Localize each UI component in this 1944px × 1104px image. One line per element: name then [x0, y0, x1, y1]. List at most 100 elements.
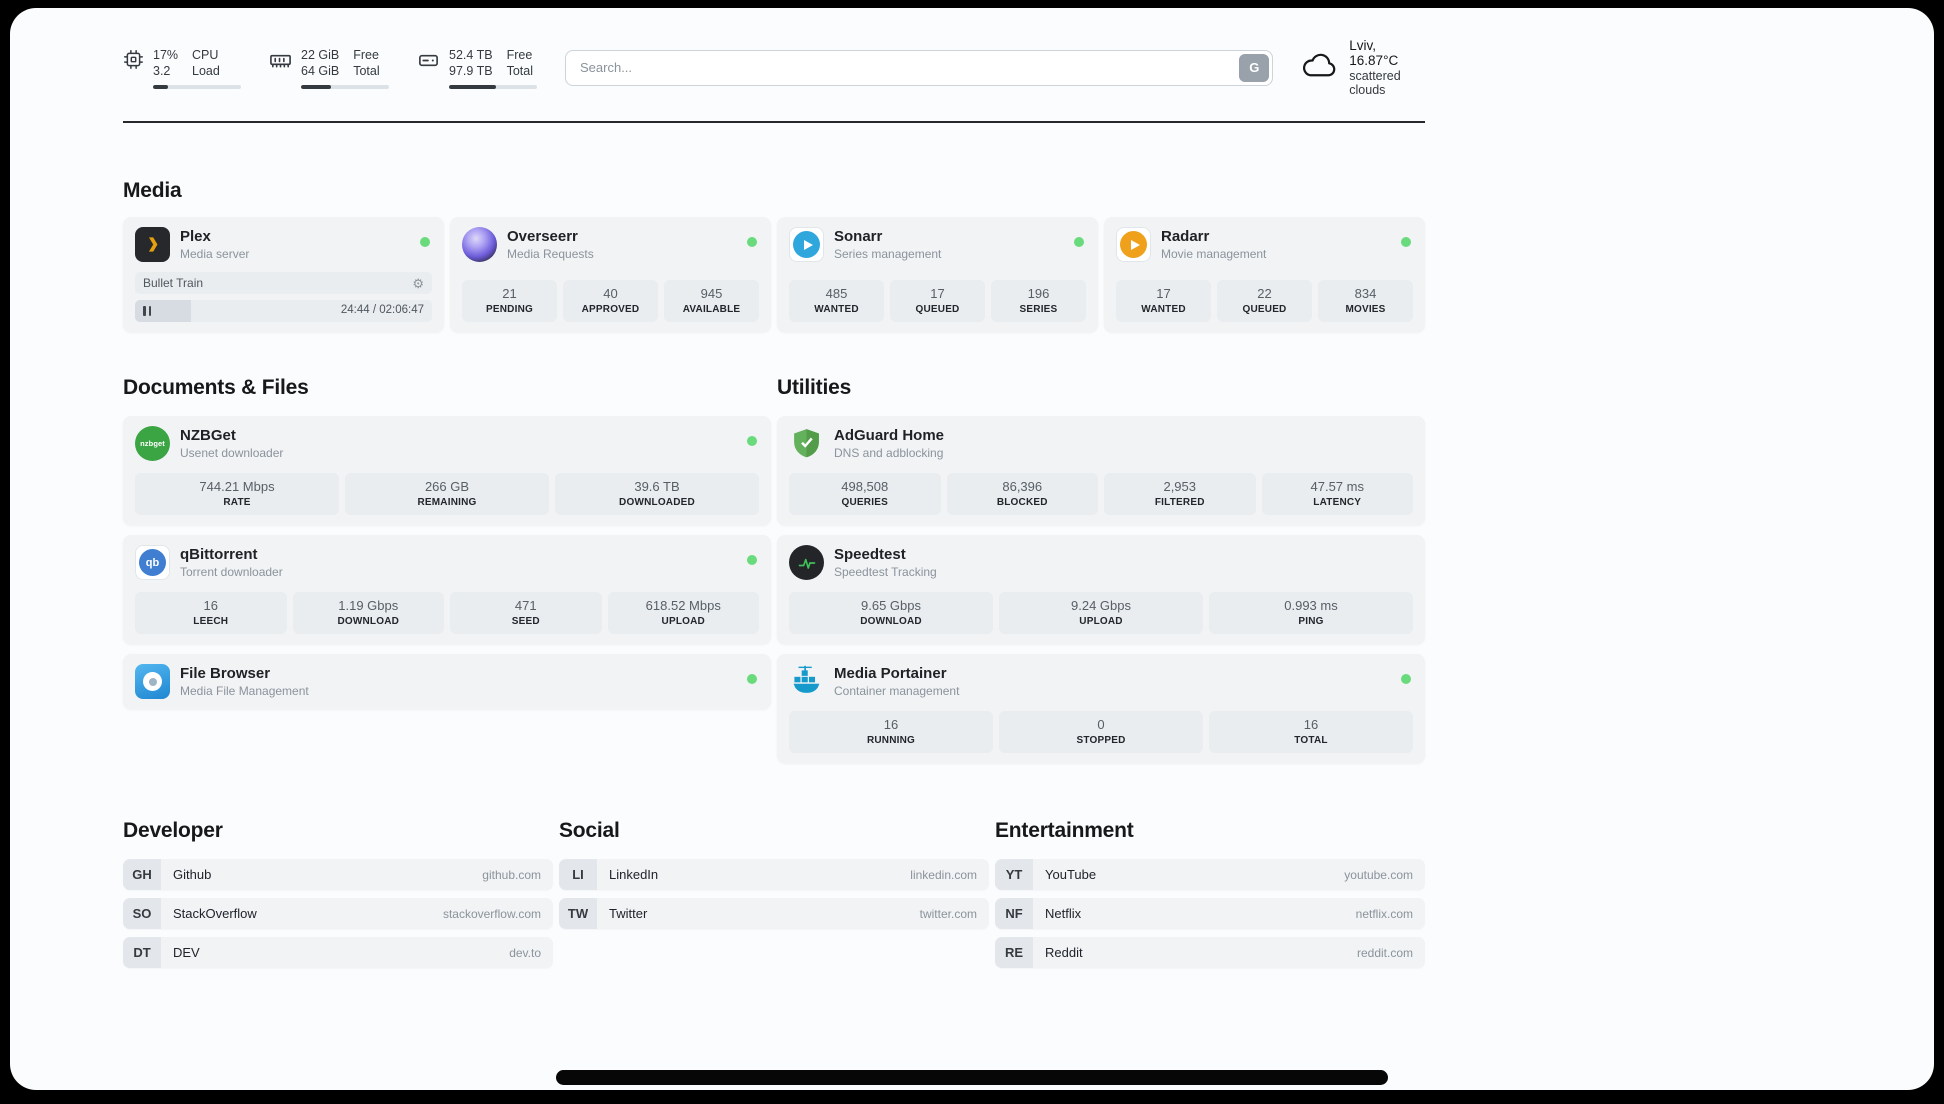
memory-total-value: 64 GiB: [301, 64, 340, 78]
bookmark-netflix[interactable]: NF Netflix netflix.com: [995, 898, 1425, 929]
stat-label: SEED: [511, 616, 540, 627]
utilities-column: Utilities AdGuard Home: [777, 376, 1425, 763]
search-engine-button[interactable]: G: [1239, 53, 1270, 82]
bookmark-name: YouTube: [1045, 867, 1097, 882]
bookmark-abbr: YT: [995, 859, 1033, 890]
bookmark-abbr: NF: [995, 898, 1033, 929]
stat-label: AVAILABLE: [682, 304, 741, 315]
stats-row: 16 RUNNING 0 STOPPED 16 TOTAL: [789, 699, 1413, 753]
stat-box: 0 STOPPED: [999, 711, 1203, 753]
stat-label: DOWNLOAD: [860, 616, 922, 627]
home-indicator-bar: [556, 1070, 1388, 1085]
app-name: Overseerr: [507, 228, 578, 245]
pause-icon[interactable]: [143, 306, 151, 316]
stat-box: 47.57 ms LATENCY: [1261, 473, 1413, 515]
stat-box: 471 SEED: [450, 592, 602, 634]
app-name: Speedtest: [834, 546, 906, 563]
section-title-developer: Developer: [123, 819, 223, 842]
stat-label: LATENCY: [1313, 497, 1362, 508]
bookmark-name: Netflix: [1045, 906, 1082, 921]
weather-widget[interactable]: Lviv, 16.87°C scattered clouds: [1301, 38, 1425, 97]
app-titles: Media Portainer Container management: [834, 665, 959, 698]
bookmark-abbr: SO: [123, 898, 161, 929]
stats-row: 16 LEECH 1.19 Gbps DOWNLOAD 471 SEED 618.52…: [135, 580, 759, 634]
app-name: AdGuard Home: [834, 427, 945, 444]
bookmark-name: DEV: [173, 945, 200, 960]
cpu-icon: [123, 49, 144, 70]
stat-value: 16: [883, 717, 899, 732]
cpu-widget: 17% 3.2 CPU Load: [123, 47, 241, 89]
stat-box: 196 SERIES: [991, 280, 1086, 322]
app-card-qbittorrent[interactable]: qb qBittorrent Torrent downloader 16 LEEC…: [123, 535, 771, 644]
stat-label: RUNNING: [866, 735, 916, 746]
app-description: Speedtest Tracking: [834, 565, 937, 579]
search-input[interactable]: [565, 49, 1274, 86]
stat-box: 86,396 BLOCKED: [946, 473, 1098, 515]
cpu-usage-bar-fill: [153, 84, 168, 89]
playback-progress-bar[interactable]: 24:44 / 02:06:47: [135, 300, 432, 322]
cpu-usage-percent: 17%: [153, 47, 179, 62]
stat-value: 618.52 Mbps: [645, 598, 721, 613]
stat-label: BLOCKED: [996, 497, 1048, 508]
memory-usage-bar: [301, 84, 389, 89]
weather-location: Lviv, 16.87°C: [1349, 38, 1399, 68]
bookmarks-developer: Developer GH Github github.com SO StackO…: [123, 819, 553, 976]
stat-label: UPLOAD: [661, 616, 705, 627]
app-titles: File Browser Media File Management: [180, 665, 309, 698]
app-card-nzbget[interactable]: nzbget NZBGet Usenet downloader 744.21 M…: [123, 416, 771, 525]
cpu-label-line2: Load: [192, 64, 220, 78]
stat-label: DOWNLOADED: [619, 497, 695, 508]
plex-icon: [135, 227, 170, 262]
stat-value: 17: [1156, 286, 1171, 301]
app-card-sonarr[interactable]: Sonarr Series management 485 WANTED 17 QUE…: [777, 217, 1098, 332]
sonarr-icon: [789, 227, 824, 262]
stat-box: 21 PENDING: [462, 280, 557, 322]
bookmark-url: netflix.com: [1355, 906, 1413, 921]
app-card-portainer[interactable]: Media Portainer Container management 16 R…: [777, 654, 1425, 763]
bookmark-stackoverflow[interactable]: SO StackOverflow stackoverflow.com: [123, 898, 553, 929]
app-card-radarr[interactable]: Radarr Movie management 17 WANTED 22 QUEUE…: [1104, 217, 1425, 332]
bookmark-twitter[interactable]: TW Twitter twitter.com: [559, 898, 989, 929]
stat-label: RATE: [223, 497, 251, 508]
bookmark-youtube[interactable]: YT YouTube youtube.com: [995, 859, 1425, 890]
cloud-icon: [1301, 50, 1339, 85]
stats-row: 21 PENDING 40 APPROVED 945 AVAILABLE: [462, 268, 759, 322]
stats-row: 498,508 QUERIES 86,396 BLOCKED 2,953 FILTER…: [789, 461, 1413, 515]
app-card-filebrowser[interactable]: File Browser Media File Management: [123, 654, 771, 709]
stat-box: 39.6 TB DOWNLOADED: [555, 473, 759, 515]
bookmark-linkedin[interactable]: LI LinkedIn linkedin.com: [559, 859, 989, 890]
status-online-dot: [1401, 237, 1411, 247]
disk-usage-bar: [449, 84, 537, 89]
settings-gear-icon[interactable]: ⚙: [412, 275, 424, 291]
stat-label: QUEUED: [915, 304, 960, 315]
stat-value: 196: [1027, 286, 1050, 301]
memory-label-line2: Total: [353, 64, 380, 78]
stat-value: 485: [825, 286, 848, 301]
stats-row: 17 WANTED 22 QUEUED 834 MOVIES: [1116, 268, 1413, 322]
bookmark-dev[interactable]: DT DEV dev.to: [123, 937, 553, 968]
section-title-social: Social: [559, 819, 620, 842]
app-titles: Overseerr Media Requests: [507, 228, 594, 261]
topbar-divider: [123, 121, 1425, 123]
app-name: File Browser: [180, 665, 271, 682]
app-card-plex[interactable]: Plex Media server Bullet Train ⚙ 24:44 /…: [123, 217, 444, 332]
now-playing-row: Bullet Train ⚙: [135, 272, 432, 294]
bookmark-github[interactable]: GH Github github.com: [123, 859, 553, 890]
bookmark-url: dev.to: [509, 945, 541, 960]
disk-label-line2: Total: [506, 64, 533, 78]
stat-box: 498,508 QUERIES: [789, 473, 941, 515]
bookmark-abbr: TW: [559, 898, 597, 929]
stat-value: 0.993 ms: [1284, 598, 1338, 613]
bookmark-url: twitter.com: [919, 906, 977, 921]
app-card-adguard[interactable]: AdGuard Home DNS and adblocking 498,508 Q…: [777, 416, 1425, 525]
bookmark-reddit[interactable]: RE Reddit reddit.com: [995, 937, 1425, 968]
stat-value: 471: [514, 598, 537, 613]
bookmark-name: Reddit: [1045, 945, 1083, 960]
playback-time: 24:44 / 02:06:47: [340, 304, 424, 316]
bookmark-url: stackoverflow.com: [442, 906, 541, 921]
section-title-documents: Documents & Files: [123, 376, 309, 399]
stat-value: 40: [603, 286, 618, 301]
app-card-overseerr[interactable]: Overseerr Media Requests 21 PENDING 40 APP…: [450, 217, 771, 332]
stats-row: 9.65 Gbps DOWNLOAD 9.24 Gbps UPLOAD 0.993 …: [789, 580, 1413, 634]
app-card-speedtest[interactable]: Speedtest Speedtest Tracking 9.65 Gbps DO…: [777, 535, 1425, 644]
